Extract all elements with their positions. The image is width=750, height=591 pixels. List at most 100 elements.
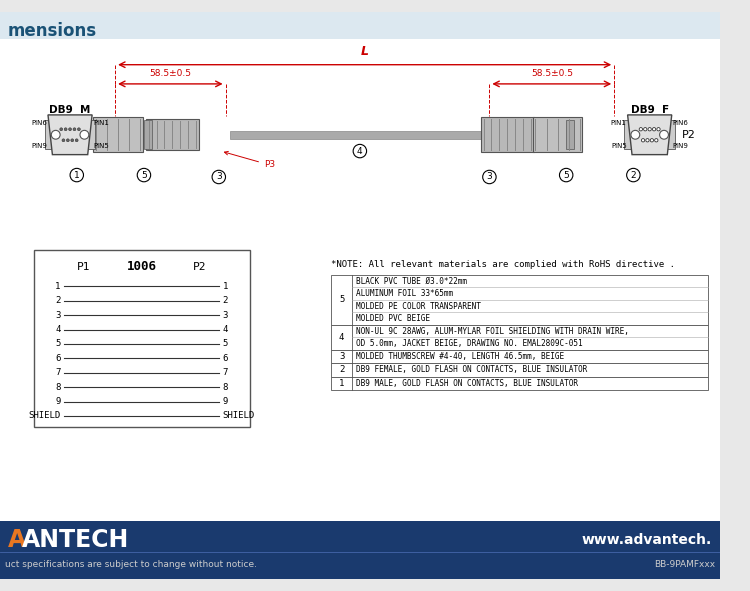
Text: 2: 2 [55,296,61,306]
Circle shape [212,170,226,184]
Bar [331,376,708,390]
Text: 2: 2 [631,171,636,180]
Circle shape [641,139,645,142]
Text: 2: 2 [339,365,344,374]
Text: PIN9: PIN9 [673,143,688,150]
Text: PIN6: PIN6 [673,120,688,126]
Circle shape [70,139,74,142]
Text: DB9 MALE, GOLD FLASH ON CONTACTS, BLUE INSULATOR: DB9 MALE, GOLD FLASH ON CONTACTS, BLUE I… [356,379,578,388]
Bar [532,118,583,152]
Bar [668,121,675,149]
Bar [93,118,143,152]
Text: ALUMINUM FOIL 33*65mm: ALUMINUM FOIL 33*65mm [356,289,453,298]
Circle shape [483,170,496,184]
Text: OD 5.0mm, JACKET BEIGE, DRAWING NO. EMAL2809C-051: OD 5.0mm, JACKET BEIGE, DRAWING NO. EMAL… [356,339,583,348]
Text: 1: 1 [55,282,61,291]
Bar [45,121,53,149]
Circle shape [644,128,647,131]
Circle shape [560,168,573,182]
Text: 3: 3 [487,173,492,181]
Text: P2: P2 [682,130,696,139]
Circle shape [60,128,63,131]
Bar [331,325,708,350]
Circle shape [137,168,151,182]
Bar [331,363,708,376]
Circle shape [648,128,651,131]
Text: ANTECH: ANTECH [22,528,129,552]
Text: MOLDED PVC BEIGE: MOLDED PVC BEIGE [356,314,430,323]
Text: 3: 3 [55,311,61,320]
Circle shape [627,168,640,182]
Text: DB9 FEMALE, GOLD FLASH ON CONTACTS, BLUE INSULATOR: DB9 FEMALE, GOLD FLASH ON CONTACTS, BLUE… [356,365,587,374]
Bar [88,121,95,149]
Circle shape [77,128,80,131]
Text: PIN6: PIN6 [32,120,47,126]
Text: 3: 3 [339,352,344,361]
Text: BB-9PAMFxxx: BB-9PAMFxxx [654,560,715,569]
Text: P2: P2 [193,262,206,272]
Text: 9: 9 [223,397,228,406]
Polygon shape [628,115,672,155]
Text: 8: 8 [223,382,228,392]
Circle shape [655,139,658,142]
Circle shape [650,139,653,142]
Bar [566,121,574,149]
Text: 1006: 1006 [127,259,157,272]
Circle shape [64,128,67,131]
Circle shape [652,128,656,131]
Text: 4: 4 [55,325,61,334]
Text: 5: 5 [141,171,147,180]
Circle shape [353,144,367,158]
Text: P3: P3 [224,151,275,170]
Text: 5: 5 [339,296,344,304]
Text: P1: P1 [76,262,90,272]
Text: www.advantech.: www.advantech. [582,532,712,547]
Bar [0,521,720,579]
Bar [0,39,720,521]
Text: PIN5: PIN5 [93,143,109,150]
Text: SHIELD: SHIELD [28,411,61,420]
Text: 4: 4 [223,325,228,334]
Text: 6: 6 [55,354,61,363]
Text: L: L [361,45,369,58]
Text: PIN1: PIN1 [93,120,109,126]
Text: 5: 5 [563,171,569,180]
Bar [481,118,533,152]
Bar [146,119,199,150]
Text: *NOTE: All relevant materials are complied with RoHS directive .: *NOTE: All relevant materials are compli… [331,259,675,268]
Text: MOLDED PE COLOR TRANSPARENT: MOLDED PE COLOR TRANSPARENT [356,301,481,310]
Text: 4: 4 [339,333,344,342]
Circle shape [657,128,660,131]
Text: 8: 8 [55,382,61,392]
Polygon shape [48,115,92,155]
Text: 9: 9 [55,397,61,406]
Text: PIN1: PIN1 [610,120,627,126]
Circle shape [75,139,78,142]
Bar [331,275,708,325]
Text: mensions: mensions [8,22,97,40]
Bar [230,131,490,139]
Text: 58.5±0.5: 58.5±0.5 [531,69,573,78]
Circle shape [659,131,668,139]
Text: A: A [8,528,26,552]
Text: uct specifications are subject to change without notice.: uct specifications are subject to change… [4,560,256,569]
Circle shape [70,168,83,182]
Bar [624,121,632,149]
Text: DB9  F: DB9 F [631,105,669,115]
Text: 1: 1 [223,282,228,291]
Bar [0,12,720,39]
Text: 7: 7 [223,368,228,377]
Bar [34,250,250,427]
Circle shape [80,131,88,139]
Text: 3: 3 [223,311,228,320]
Circle shape [51,131,60,139]
Bar [331,350,708,363]
Text: MOLDED THUMBSCREW #4-40, LENGTH 46.5mm, BEIGE: MOLDED THUMBSCREW #4-40, LENGTH 46.5mm, … [356,352,564,361]
Circle shape [631,131,640,139]
Circle shape [646,139,649,142]
Circle shape [62,139,64,142]
Bar [144,121,152,149]
Text: 5: 5 [223,339,228,349]
Circle shape [68,128,71,131]
Text: 3: 3 [216,173,222,181]
